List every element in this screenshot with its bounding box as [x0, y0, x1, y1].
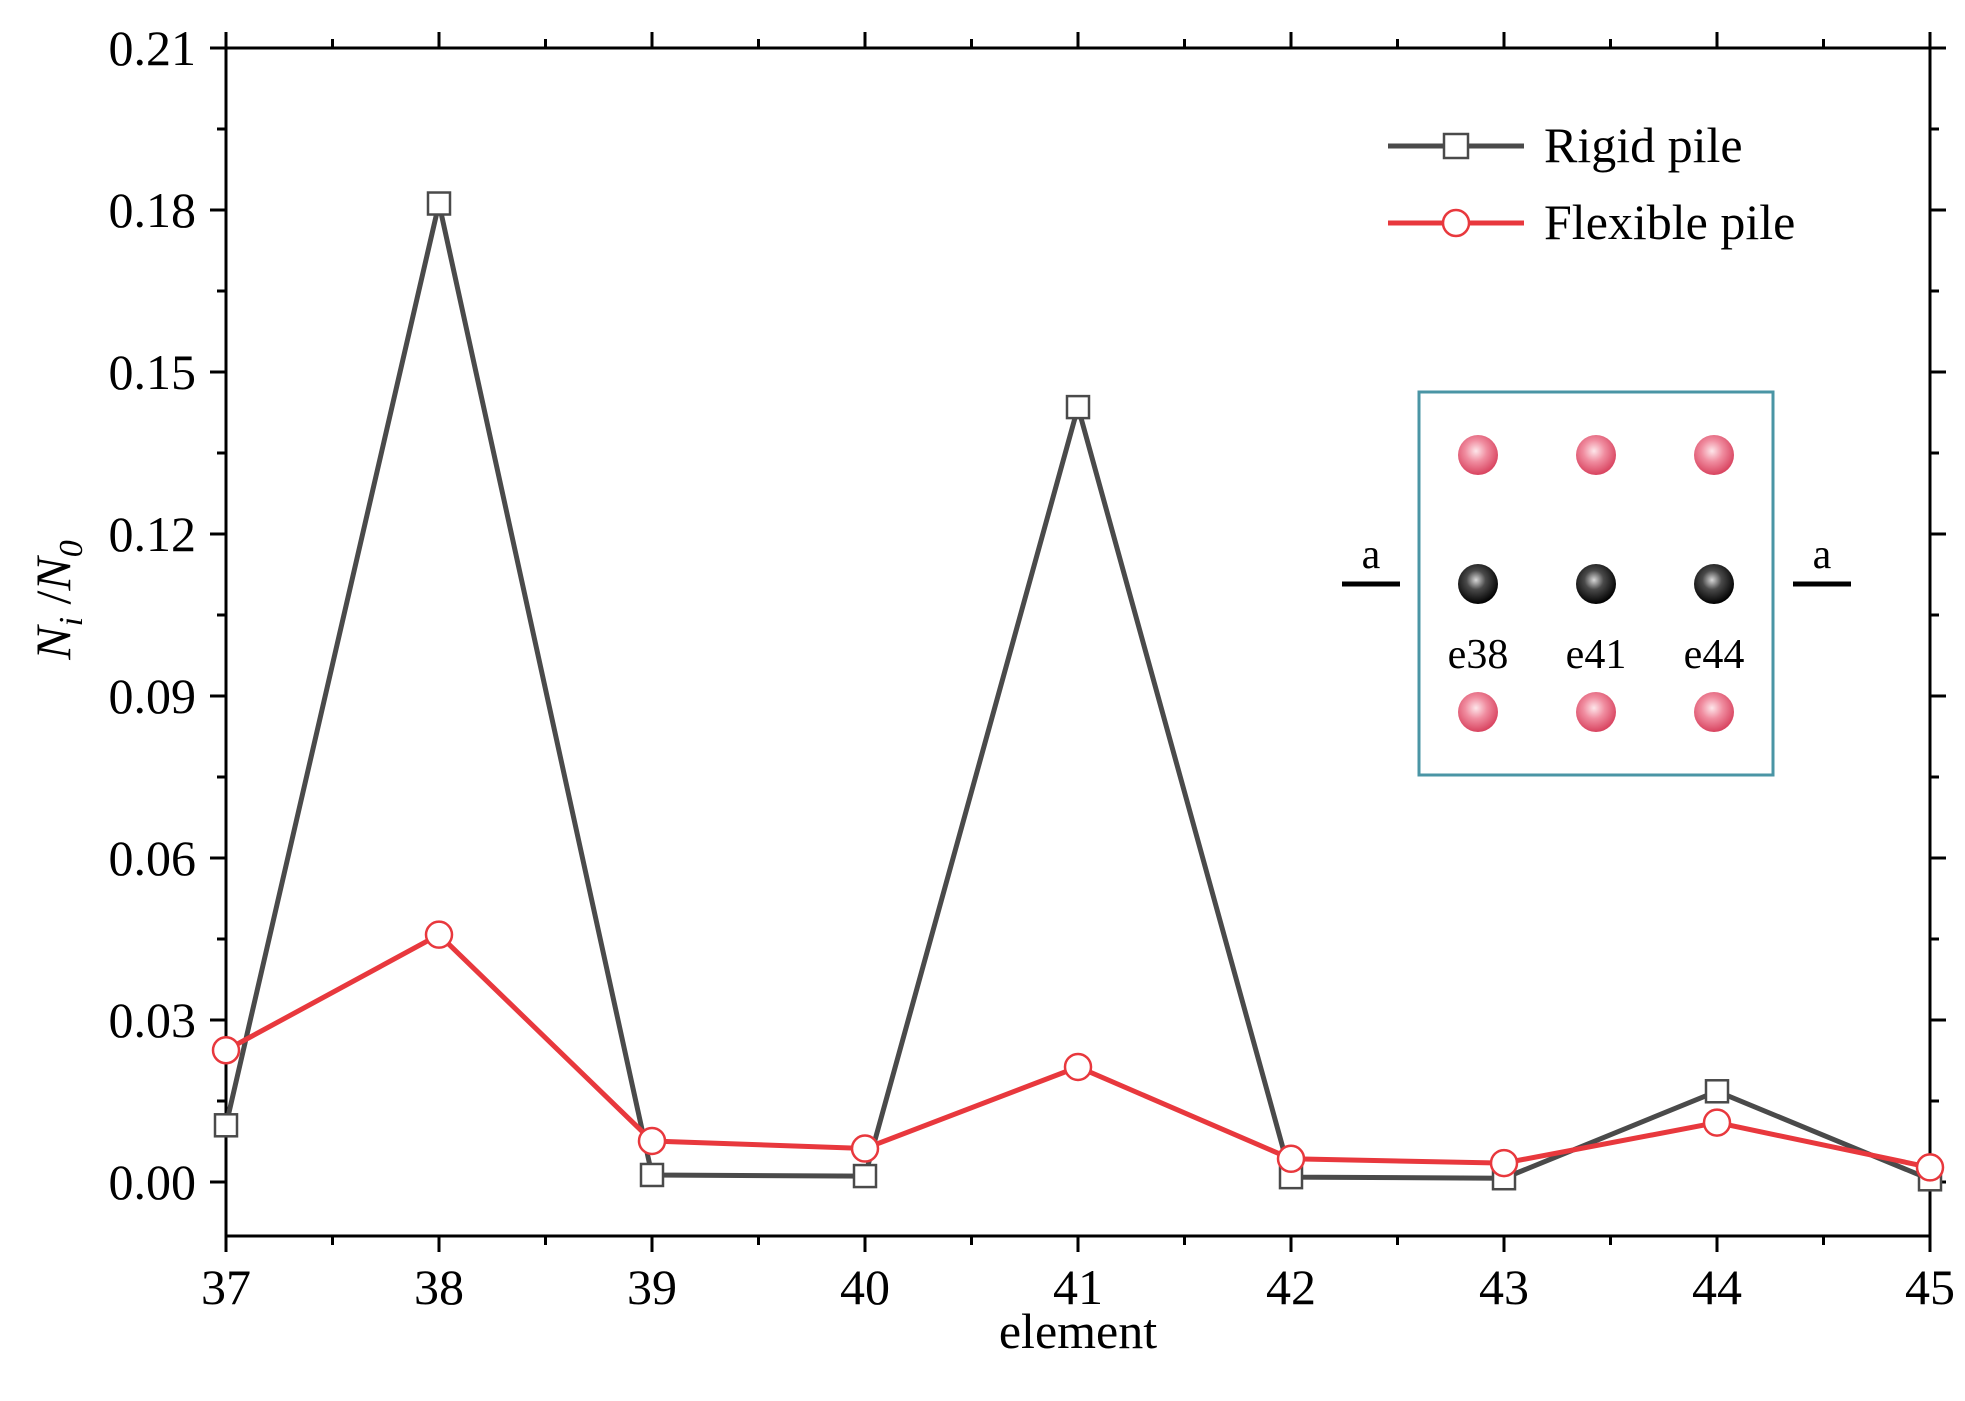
- point-flexible-39: [637, 1126, 667, 1156]
- series-line-rigid: [223, 202, 1931, 1182]
- x-tick-label-41: 41: [1053, 1259, 1103, 1315]
- x-tick-label-39: 39: [627, 1259, 677, 1315]
- y-label-sub1: i: [53, 617, 90, 626]
- y-tick-label: 0.09: [109, 668, 197, 724]
- x-tick-label-44: 44: [1692, 1259, 1742, 1315]
- axis-ticks: [210, 32, 1946, 1252]
- y-label-n2: N: [25, 555, 81, 592]
- y-tick-label: 0.12: [109, 506, 197, 562]
- point-rigid-40: [852, 1163, 878, 1189]
- y-tick-label: 0.06: [109, 830, 197, 886]
- point-rigid-44: [1704, 1079, 1730, 1104]
- series-line-flexible: [224, 931, 1931, 1170]
- pile-bottom-center: [1576, 692, 1616, 732]
- y-tick-label: 0.03: [109, 992, 197, 1048]
- pile-top-center: [1576, 435, 1616, 475]
- x-tick-label-37: 37: [201, 1259, 251, 1315]
- inset-border: [1417, 390, 1775, 777]
- y-label-n1: N: [25, 624, 81, 661]
- point-rigid-37: [213, 1113, 239, 1138]
- pile-e41: [1576, 564, 1616, 604]
- pile-top-left: [1458, 435, 1498, 475]
- legend-flexible-marker: [1441, 208, 1471, 238]
- point-flexible-37: [211, 1035, 241, 1065]
- point-rigid-41: [1065, 394, 1091, 420]
- point-flexible-40: [850, 1134, 880, 1163]
- legend-flexible-label: Flexible pile: [1544, 194, 1795, 250]
- x-tick-label-40: 40: [840, 1259, 890, 1315]
- point-flexible-44: [1702, 1108, 1732, 1137]
- pile-e38: [1458, 564, 1498, 604]
- point-rigid-38: [426, 191, 452, 216]
- section-mark-right-label: a: [1813, 532, 1832, 578]
- inset-label-e44: e44: [1684, 632, 1745, 678]
- inset-label-e38: e38: [1448, 632, 1509, 678]
- point-flexible-41: [1063, 1052, 1093, 1082]
- y-tick-label: 0.00: [109, 1154, 197, 1210]
- x-tick-label-42: 42: [1266, 1259, 1316, 1315]
- point-flexible-43: [1489, 1148, 1519, 1178]
- legend: Rigid pile Flexible pile: [1388, 117, 1795, 250]
- point-flexible-45: [1915, 1153, 1945, 1182]
- y-tick-label: 0.15: [109, 344, 197, 400]
- inset-label-e41: e41: [1566, 632, 1627, 678]
- point-flexible-38: [424, 920, 454, 949]
- legend-rigid-marker: [1442, 132, 1470, 160]
- series-rigid: [213, 191, 1943, 1192]
- y-label-sub2: 0: [53, 540, 90, 557]
- y-tick-label: 0.18: [109, 182, 197, 238]
- pile-bottom-right: [1694, 692, 1734, 732]
- legend-item-rigid: Rigid pile: [1388, 117, 1743, 173]
- legend-item-flexible: Flexible pile: [1388, 194, 1795, 250]
- legend-rigid-label: Rigid pile: [1544, 117, 1743, 173]
- pile-top-right: [1694, 435, 1734, 475]
- pile-bottom-left: [1458, 692, 1498, 732]
- x-tick-label-38: 38: [414, 1259, 464, 1315]
- series-flexible: [211, 920, 1945, 1182]
- series-layer: [211, 191, 1945, 1192]
- point-flexible-42: [1276, 1144, 1306, 1174]
- section-mark-left-label: a: [1362, 532, 1381, 578]
- axis-tick-labels: 37 38 39 40 41 42 43 44 45 0.00 0.03 0.06 0.09 0.12 0.…: [109, 20, 1956, 1315]
- pile-e44: [1694, 564, 1734, 604]
- inset-cross-section: a a e38 e41 e44: [1342, 390, 1851, 777]
- y-axis-label: Ni /N0: [25, 540, 90, 661]
- y-label-separator: /: [25, 590, 81, 617]
- y-tick-label: 0.21: [109, 20, 197, 76]
- point-rigid-39: [639, 1162, 665, 1188]
- x-axis-label: element: [999, 1303, 1157, 1359]
- x-tick-label-45: 45: [1905, 1259, 1955, 1315]
- x-tick-label-43: 43: [1479, 1259, 1529, 1315]
